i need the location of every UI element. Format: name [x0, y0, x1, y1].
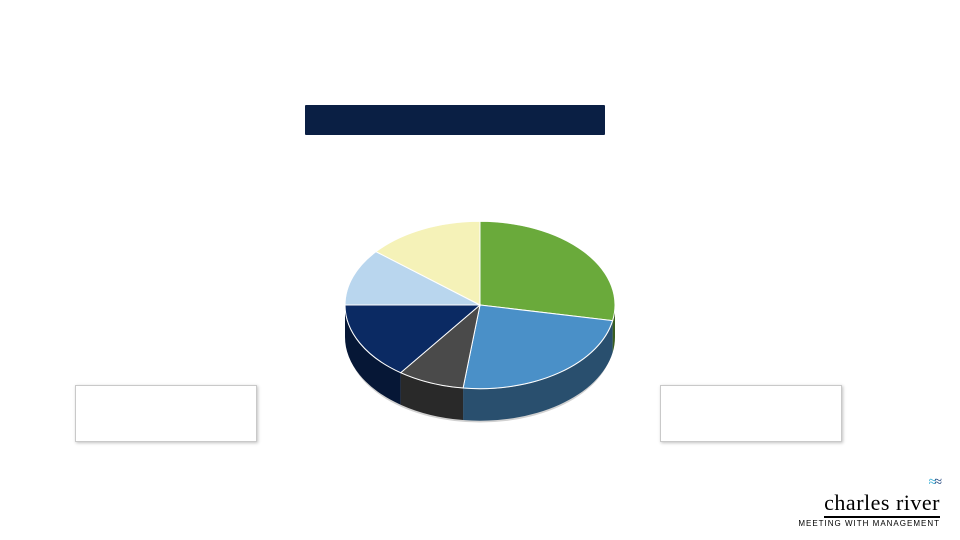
- legend-box-right: [660, 385, 842, 442]
- chart-title-bar: [305, 105, 605, 135]
- brand-tagline: MEETING WITH MANAGEMENT: [798, 520, 940, 528]
- pie-chart: [330, 165, 630, 465]
- brand-logo: ≈≈ charles river MEETING WITH MANAGEMENT: [798, 476, 940, 528]
- brand-wave-icon: ≈≈: [798, 476, 940, 490]
- pie-slice: [480, 221, 615, 320]
- brand-name: charles river: [824, 492, 940, 518]
- legend-box-left: [75, 385, 257, 442]
